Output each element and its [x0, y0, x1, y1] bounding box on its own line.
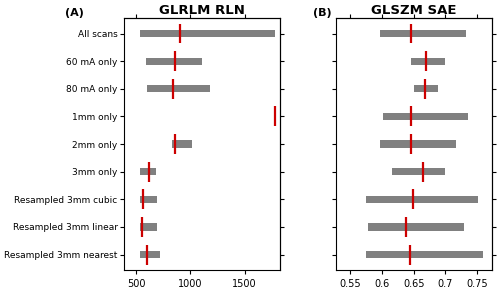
- Title: GLSZM SAE: GLSZM SAE: [371, 4, 456, 17]
- Bar: [146, 57, 203, 65]
- Bar: [366, 196, 478, 203]
- Bar: [140, 251, 160, 258]
- Bar: [366, 251, 484, 258]
- Bar: [140, 223, 157, 231]
- Bar: [414, 85, 438, 92]
- Bar: [380, 140, 456, 148]
- Bar: [140, 30, 275, 37]
- Bar: [140, 168, 156, 175]
- Bar: [411, 57, 446, 65]
- Bar: [384, 113, 468, 120]
- Bar: [368, 223, 464, 231]
- Title: GLRLM RLN: GLRLM RLN: [160, 4, 246, 17]
- Bar: [172, 140, 192, 148]
- Bar: [146, 85, 210, 92]
- Bar: [392, 168, 446, 175]
- Text: (B): (B): [312, 8, 331, 18]
- Bar: [380, 30, 466, 37]
- Bar: [140, 196, 157, 203]
- Text: (A): (A): [66, 8, 84, 18]
